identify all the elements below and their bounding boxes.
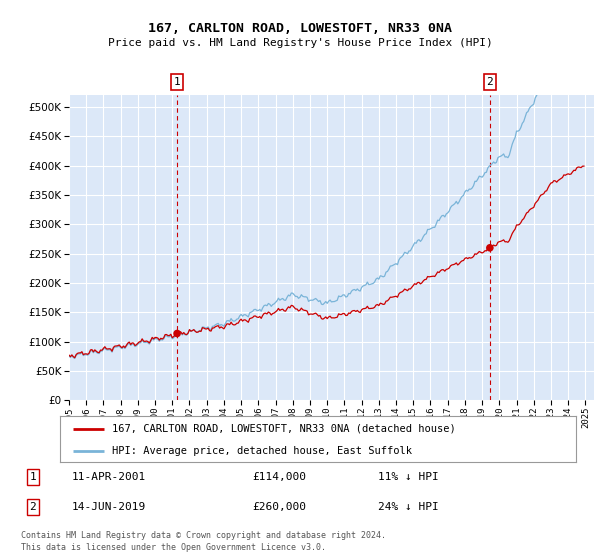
Text: 11% ↓ HPI: 11% ↓ HPI	[378, 472, 439, 482]
Text: Price paid vs. HM Land Registry's House Price Index (HPI): Price paid vs. HM Land Registry's House …	[107, 38, 493, 48]
Text: HPI: Average price, detached house, East Suffolk: HPI: Average price, detached house, East…	[112, 446, 412, 455]
Text: 2: 2	[29, 502, 37, 512]
Text: 1: 1	[29, 472, 37, 482]
Text: 167, CARLTON ROAD, LOWESTOFT, NR33 0NA (detached house): 167, CARLTON ROAD, LOWESTOFT, NR33 0NA (…	[112, 424, 455, 434]
Text: 11-APR-2001: 11-APR-2001	[72, 472, 146, 482]
Text: Contains HM Land Registry data © Crown copyright and database right 2024.
This d: Contains HM Land Registry data © Crown c…	[21, 531, 386, 552]
Text: 24% ↓ HPI: 24% ↓ HPI	[378, 502, 439, 512]
Text: 14-JUN-2019: 14-JUN-2019	[72, 502, 146, 512]
Point	[172, 329, 182, 338]
Text: £260,000: £260,000	[252, 502, 306, 512]
Point	[485, 243, 494, 252]
Text: £114,000: £114,000	[252, 472, 306, 482]
Text: 1: 1	[174, 77, 181, 87]
Text: 2: 2	[487, 77, 493, 87]
Text: 167, CARLTON ROAD, LOWESTOFT, NR33 0NA: 167, CARLTON ROAD, LOWESTOFT, NR33 0NA	[148, 22, 452, 35]
